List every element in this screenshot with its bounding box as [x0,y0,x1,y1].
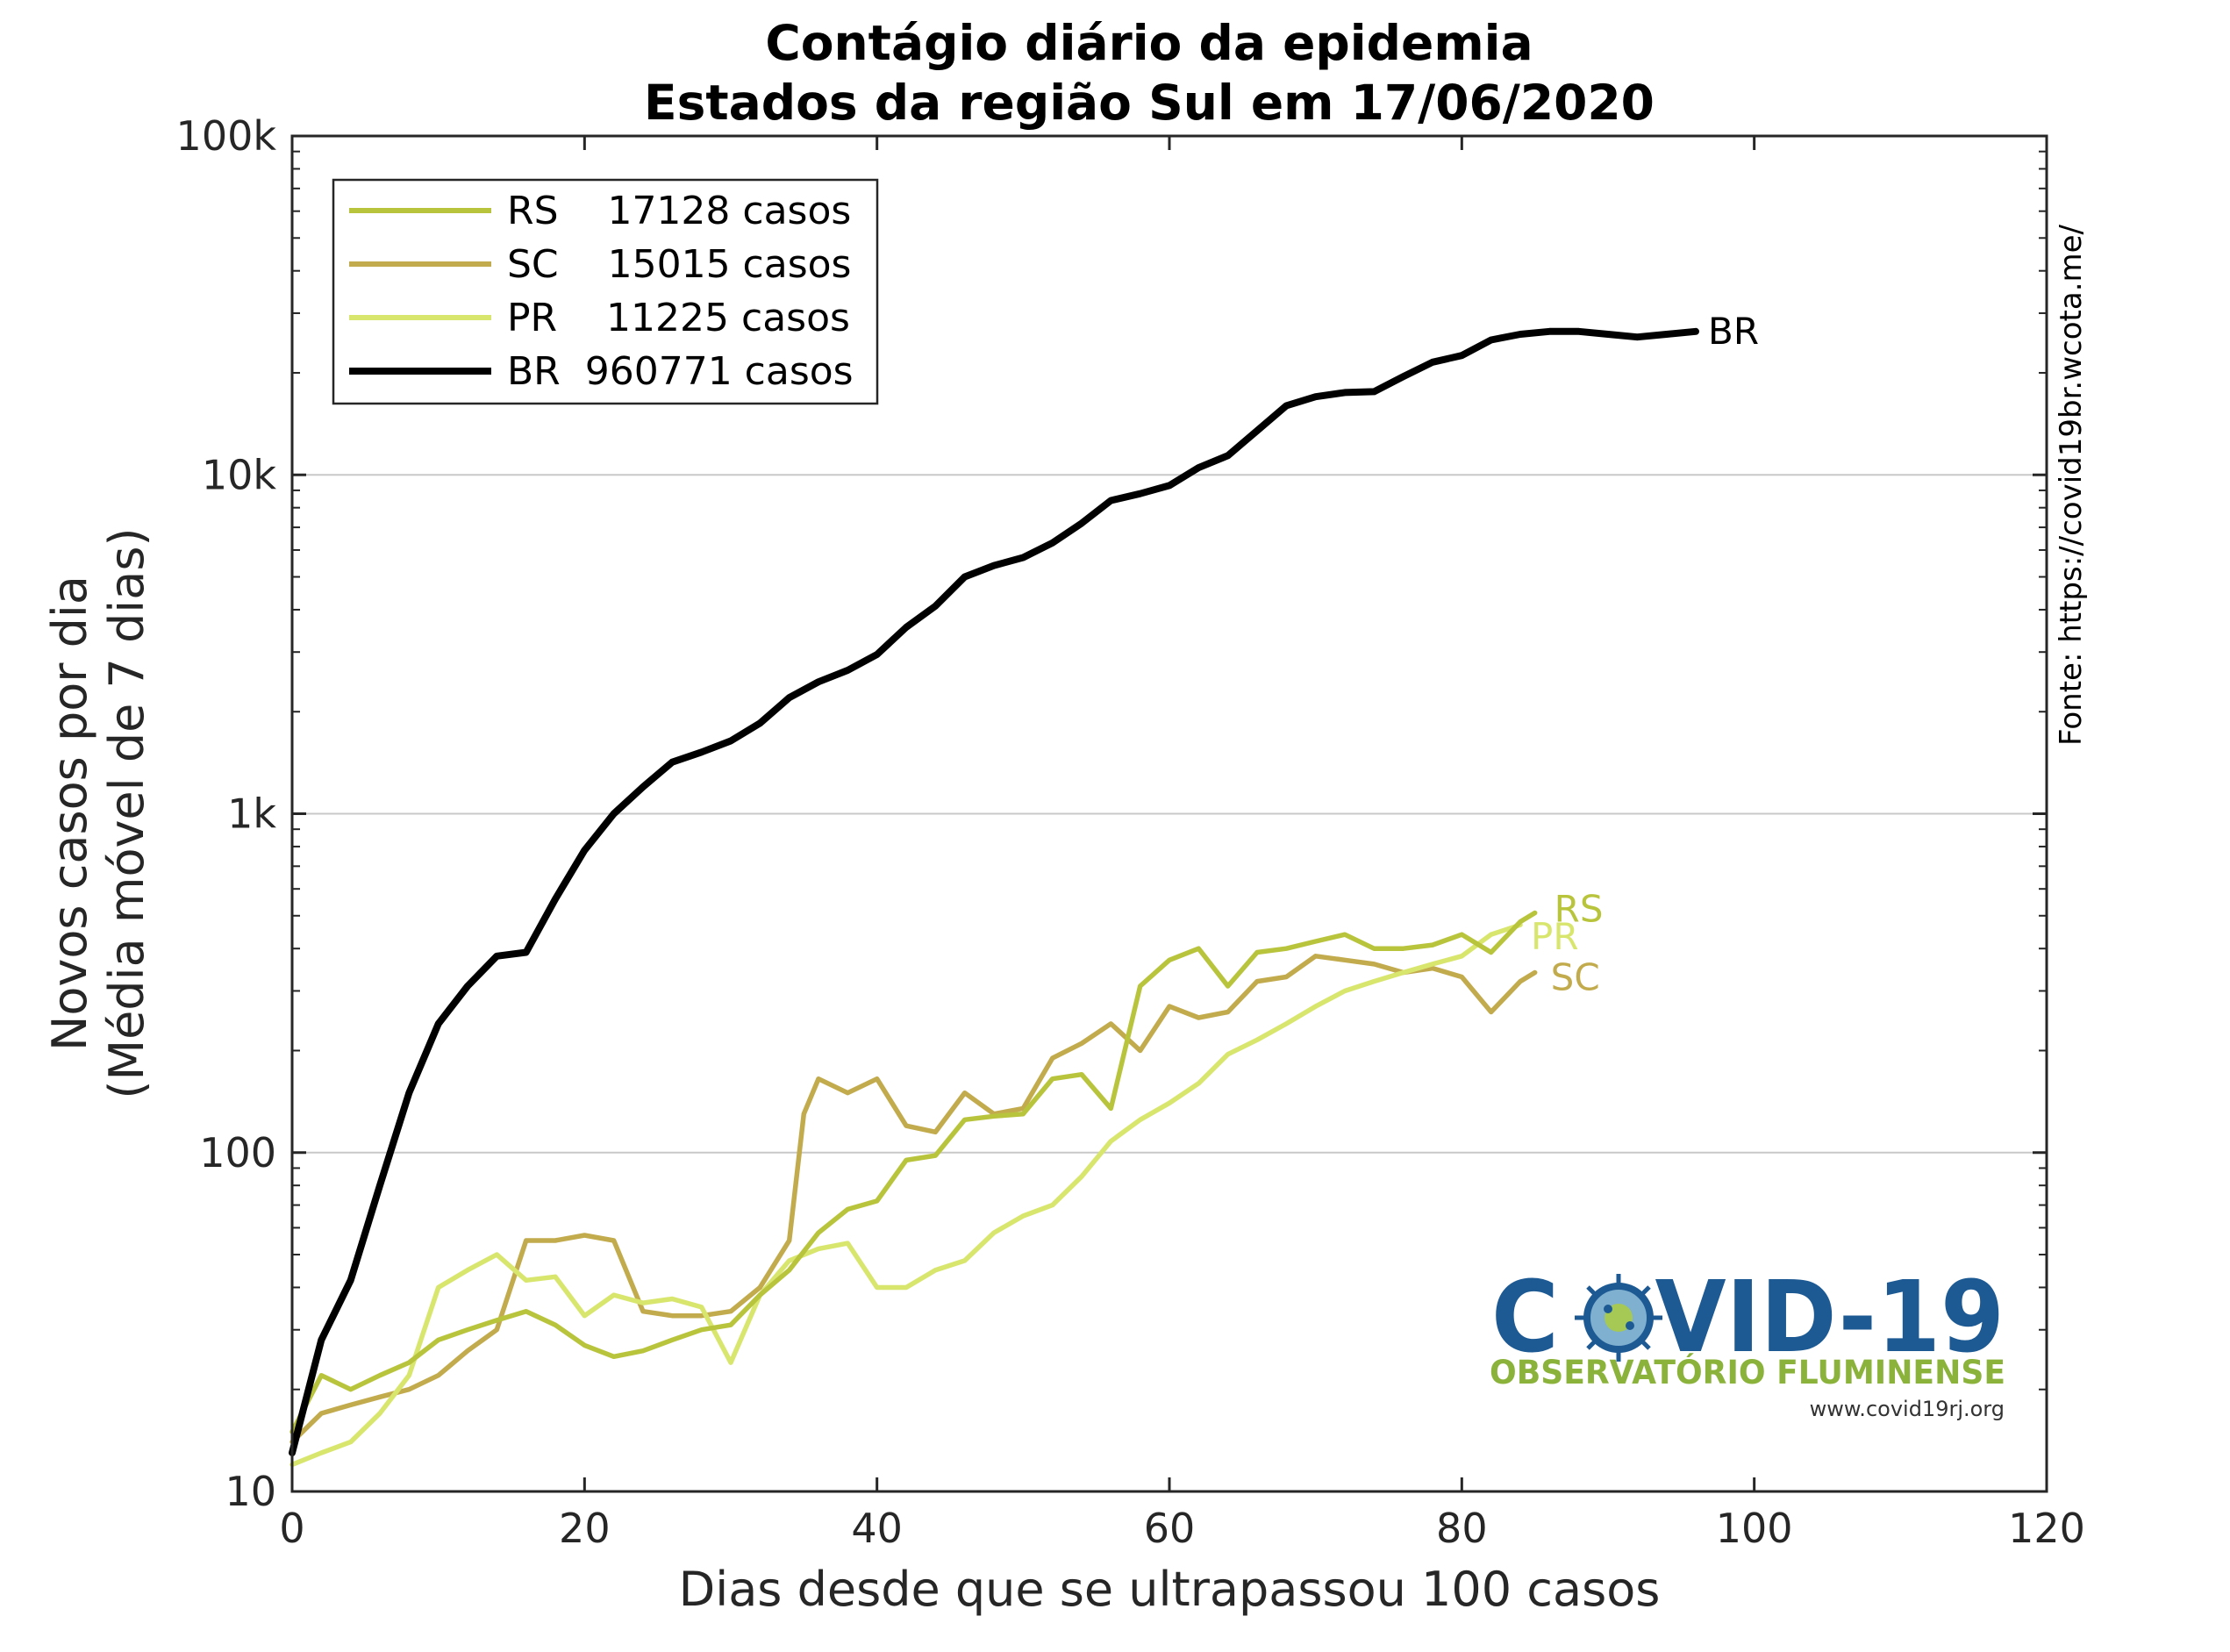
logo: C VID-19 OBSERVATÓRIO FLUMINENSE www.cov… [1490,1261,2005,1421]
x-axis-label: Dias desde que se ultrapassou 100 casos [679,1562,1661,1617]
end-label-rs: RS [1555,887,1604,930]
virus-icon [1575,1274,1662,1362]
y-tick-label: 10k [202,451,277,498]
x-tick-label: 120 [2008,1505,2085,1552]
y-axis-label-line1: Novos casos por dia [42,576,97,1051]
series-line-rs [289,910,1538,1434]
logo-subtitle: OBSERVATÓRIO FLUMINENSE [1490,1353,2005,1391]
y-tick-label: 1k [227,790,276,838]
series-line-br [289,327,1699,1456]
end-label-sc: SC [1551,955,1600,998]
y-tick-label: 10 [225,1468,276,1515]
y-tick-label: 100k [176,112,277,160]
x-tick-label: 60 [1144,1505,1196,1552]
series-line-sc [289,954,1538,1445]
y-tick-label: 100 [199,1129,276,1176]
y-axis-label-line2: (Média móvel de 7 dias) [99,527,154,1098]
legend-label-br: BR 960771 casos [507,349,854,394]
grid-lines [292,474,2047,1154]
logo-url: www.covid19rj.org [1810,1397,2005,1421]
x-tick-label: 40 [851,1505,903,1552]
end-label-br: BR [1708,310,1759,353]
series-line-pr [289,922,1523,1468]
x-tick-label: 80 [1436,1505,1488,1552]
x-tick-label: 100 [1716,1505,1793,1552]
x-tick-label: 0 [279,1505,304,1552]
legend: RS 17128 casos SC 15015 casos PR 11225 cas… [332,178,879,405]
chart-title: Contágio diário da epidemia [765,15,1533,71]
end-label-pr: PR [1531,915,1579,958]
x-axis: 0 20 40 60 80 100 120 [279,136,2085,1552]
source-note: Fonte: https://covid19br.wcota.me/ [2054,224,2089,746]
legend-label-sc: SC 15015 casos [507,242,851,287]
series-lines [289,327,1699,1468]
y-axis: 10 100 1k 10k 100k [176,112,2047,1515]
x-tick-label: 20 [559,1505,611,1552]
legend-label-pr: PR 11225 casos [507,296,850,340]
legend-label-rs: RS 17128 casos [507,189,851,233]
chart-subtitle: Estados da região Sul em 17/06/2020 [644,75,1655,131]
legend-box [332,178,879,405]
